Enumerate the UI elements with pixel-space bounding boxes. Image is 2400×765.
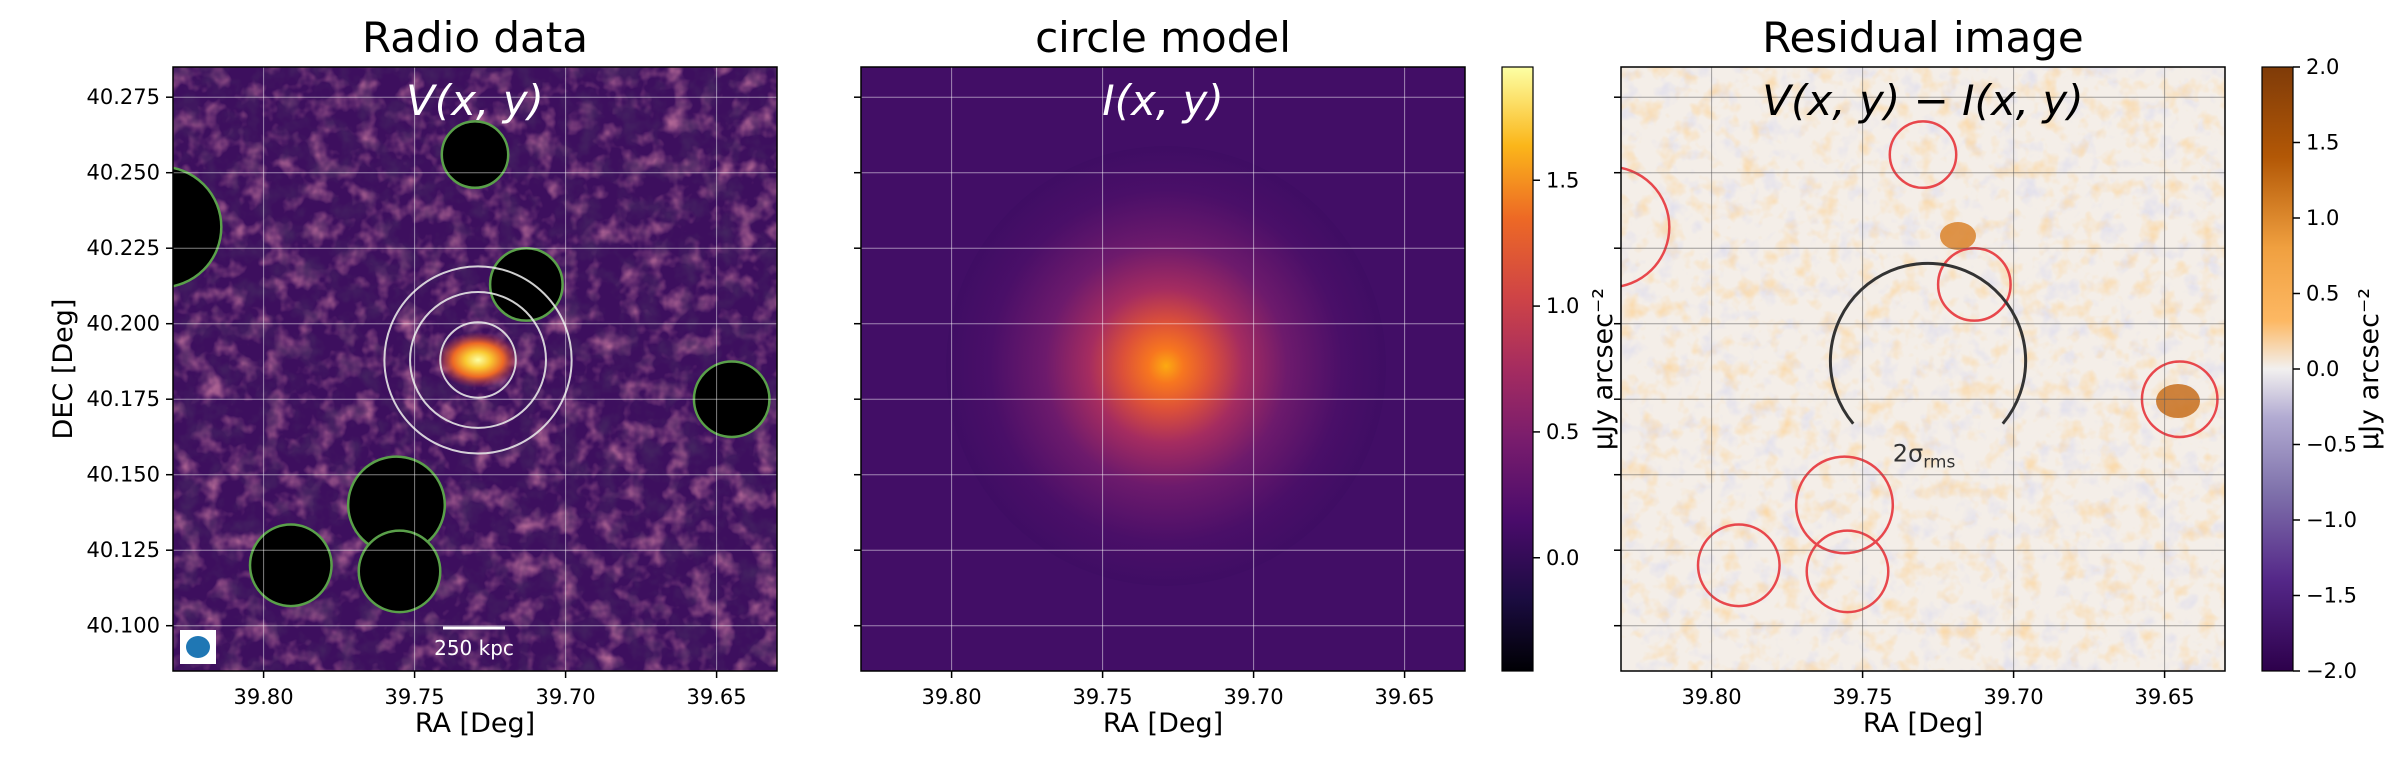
x-tick-label: 39.75 — [1073, 685, 1133, 709]
x-ticks: 39.80 39.75 39.70 39.65 — [922, 671, 1435, 709]
model-source — [946, 145, 1387, 586]
masked-region-outline — [1794, 455, 1895, 555]
masked-region-outline — [1696, 523, 1781, 608]
y-tick-label: 40.200 — [87, 312, 160, 336]
colorbar-tick-label: −0.5 — [2306, 433, 2357, 457]
colorbar-tick-label: −2.0 — [2306, 659, 2357, 683]
colorbar-tick-label: −1.0 — [2306, 508, 2357, 532]
y-ticks: 40.100 40.125 40.150 40.175 40.200 40.225 40.2… — [87, 85, 173, 638]
x-tick-label: 39.80 — [234, 685, 294, 709]
masked-region — [440, 120, 510, 190]
y-tick-marks — [1614, 96, 1621, 627]
colorbar-tick-label: 2.0 — [2306, 55, 2339, 79]
y-tick-label: 40.250 — [87, 161, 160, 185]
masked-region-outline — [1805, 529, 1890, 614]
x-ticks: 39.80 39.75 39.70 39.65 — [234, 671, 747, 709]
x-tick-label: 39.70 — [1984, 685, 2044, 709]
panel-annotation: V(x, y) — [406, 76, 544, 125]
colorbar-tick-label: 1.0 — [1546, 294, 1579, 318]
panel-title: circle model — [1035, 13, 1291, 62]
x-tick-label: 39.65 — [1375, 685, 1435, 709]
x-ticks: 39.80 39.75 39.70 39.65 — [1682, 671, 2195, 709]
grid — [1621, 67, 2225, 671]
colorbar-tick-label: 0.5 — [1546, 420, 1579, 444]
x-axis-label: RA [Deg] — [1863, 708, 1983, 739]
colorbar-label: μJy arcsec⁻² — [2354, 288, 2385, 450]
panel-circle-model: circle model I(x, y) 39.80 39.75 39.70 39.6… — [854, 13, 1619, 739]
radio-image: 250 kpc — [173, 67, 777, 671]
masked-region-outline — [1621, 166, 1671, 288]
y-tick-label: 40.175 — [87, 387, 160, 411]
x-tick-label: 39.65 — [2135, 685, 2195, 709]
colorbar-tick-label: 0.5 — [2306, 282, 2339, 306]
colorbar-ticks: 0.0 0.5 1.0 1.5 — [1533, 168, 1579, 570]
masked-region — [357, 529, 442, 614]
x-tick-label: 39.70 — [536, 685, 596, 709]
masked-region-outline — [1888, 120, 1958, 190]
panel-residual-image: Residual image 2σrms V(x, y) − I(x, y) 3… — [1614, 13, 2385, 739]
residual-image — [1621, 67, 2225, 671]
x-tick-label: 39.75 — [1833, 685, 1893, 709]
panel-title: Residual image — [1762, 13, 2084, 62]
sigma-contour-label: 2σrms — [1893, 440, 1956, 473]
colorbar-tick-label: 1.5 — [1546, 168, 1579, 192]
colorbar-residual — [2261, 66, 2294, 672]
x-tick-label: 39.75 — [385, 685, 445, 709]
y-tick-label: 40.100 — [87, 614, 160, 638]
axes-frame — [860, 66, 1466, 672]
y-tick-marks — [854, 96, 861, 627]
grid — [173, 67, 777, 671]
x-axis-label: RA [Deg] — [1103, 708, 1223, 739]
colorbar-tick-label: 1.5 — [2306, 131, 2339, 155]
colorbar-tick-label: −1.5 — [2306, 584, 2357, 608]
colorbar-tick-label: 0.0 — [1546, 546, 1579, 570]
beam-ellipse — [186, 636, 210, 658]
y-tick-label: 40.150 — [87, 463, 160, 487]
panel-annotation: V(x, y) − I(x, y) — [1762, 76, 2083, 125]
axes-frame — [1620, 66, 2226, 672]
panel-title: Radio data — [362, 13, 588, 62]
x-tick-label: 39.70 — [1224, 685, 1284, 709]
colorbar-label: μJy arcsec⁻² — [1588, 288, 1619, 450]
panel-radio-data: Radio data 250 kpc V(x, y) 39.80 39.75 39.… — [48, 13, 778, 739]
aperture-ring — [383, 265, 573, 455]
x-axis-label: RA [Deg] — [415, 708, 535, 739]
aperture-ring — [439, 321, 517, 399]
masked-region-outlines — [1621, 120, 2219, 614]
radio-source — [436, 331, 521, 388]
colorbar-model — [1501, 66, 1534, 672]
y-tick-label: 40.275 — [87, 85, 160, 109]
masked-region — [488, 246, 564, 322]
x-tick-label: 39.80 — [1682, 685, 1742, 709]
y-tick-label: 40.225 — [87, 236, 160, 260]
y-tick-label: 40.125 — [87, 538, 160, 562]
sigma-contour — [1828, 261, 2028, 425]
residual-peak — [1940, 222, 1976, 250]
x-tick-label: 39.65 — [687, 685, 747, 709]
aperture-ring — [409, 290, 547, 429]
axes-frame — [172, 66, 778, 672]
x-tick-label: 39.80 — [922, 685, 982, 709]
masked-region — [248, 523, 333, 608]
masked-regions — [173, 120, 771, 614]
colorbar-tick-label: 0.0 — [2306, 357, 2339, 381]
grid — [861, 67, 1465, 671]
aperture-rings — [383, 265, 573, 455]
masked-region — [173, 166, 223, 288]
residual-peak — [2156, 384, 2200, 418]
y-axis-label: DEC [Deg] — [48, 299, 79, 440]
colorbar-tick-label: 1.0 — [2306, 206, 2339, 230]
colorbar-ticks: 2.0 1.5 1.0 0.5 0.0 −0.5 −1.0 −1.5 −2.0 — [2293, 55, 2357, 683]
scalebar-label: 250 kpc — [434, 636, 514, 660]
panel-annotation: I(x, y) — [1102, 76, 1224, 125]
